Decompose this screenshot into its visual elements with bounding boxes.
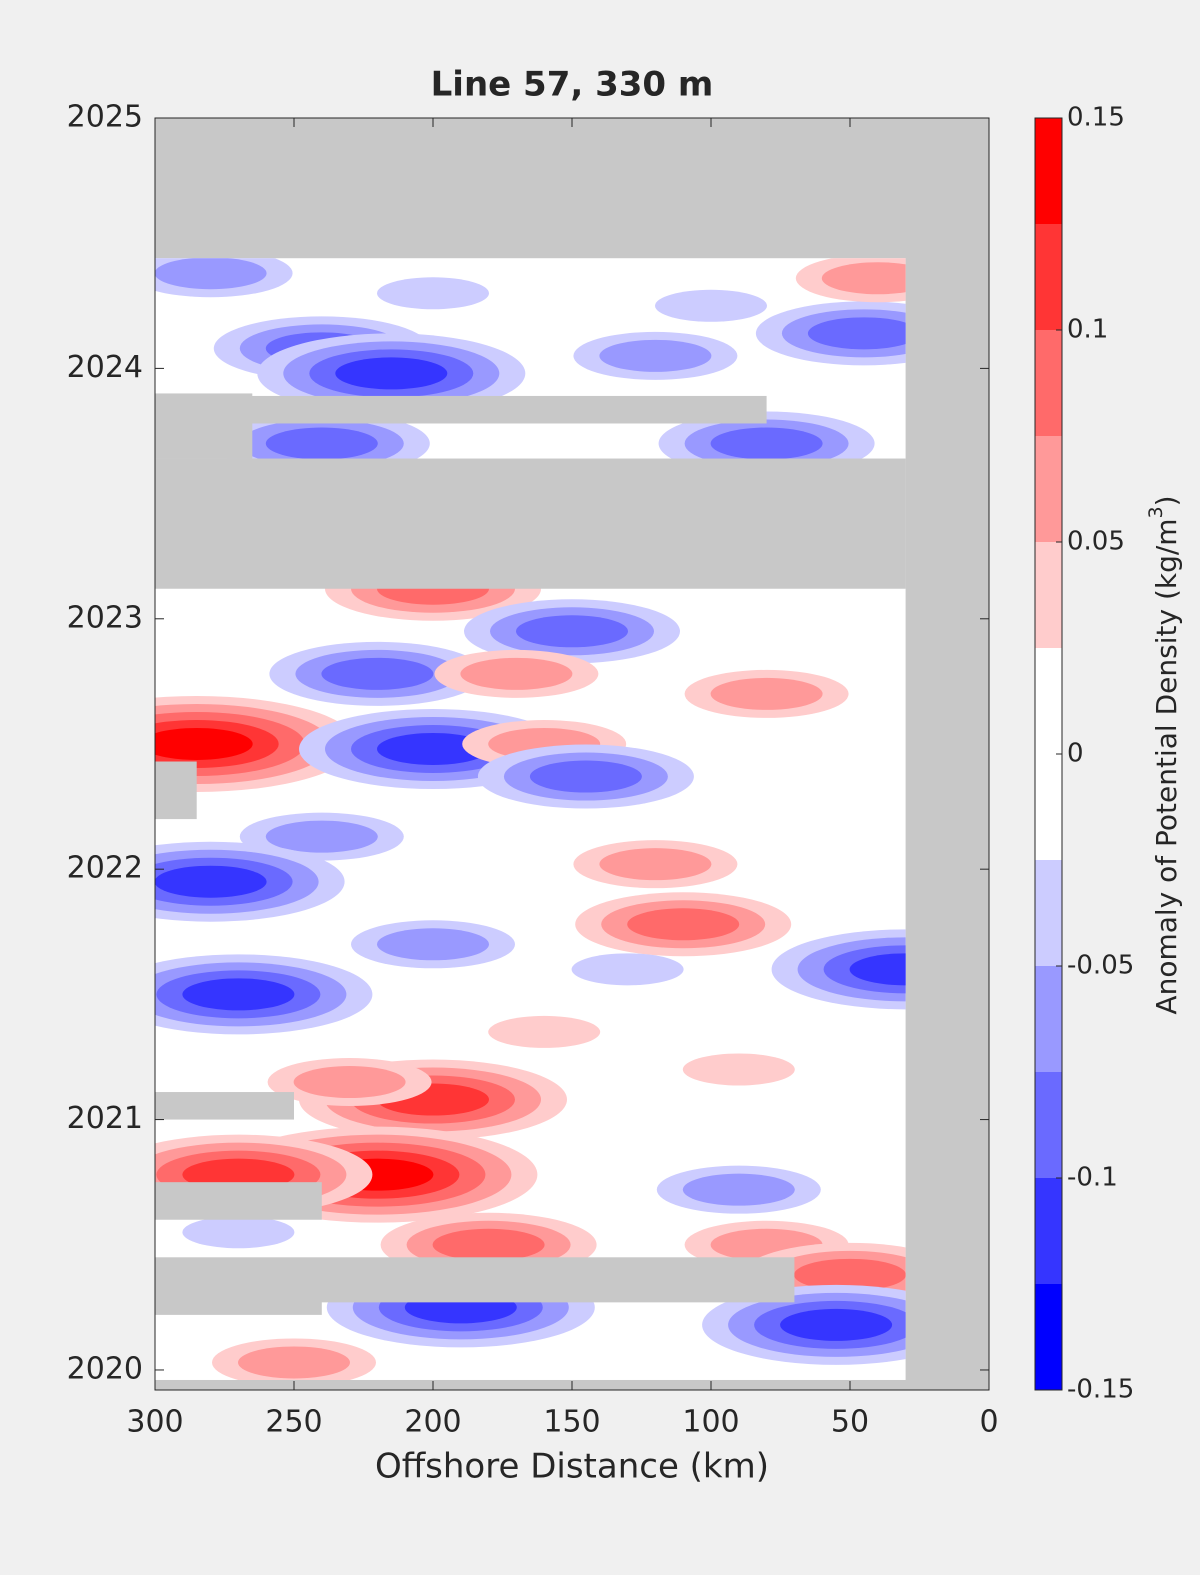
y-tick-label: 2024 — [67, 350, 143, 385]
colorbar-segment — [1035, 542, 1062, 649]
colorbar-segment — [1035, 118, 1062, 225]
x-tick-label: 0 — [979, 1405, 998, 1440]
colorbar-label-text: Anomaly of Potential Density (kg/m — [1150, 518, 1183, 1014]
colorbar-segment — [1035, 648, 1062, 755]
contour-level — [488, 1015, 601, 1048]
y-tick-label: 2025 — [67, 100, 143, 135]
contour-level — [265, 427, 378, 460]
contour-level — [321, 657, 434, 690]
colorbar-segment — [1035, 966, 1062, 1073]
contour-level — [460, 657, 573, 690]
no-data-gap — [155, 458, 906, 589]
x-tick-label: 200 — [404, 1405, 461, 1440]
colorbar-segment — [1035, 860, 1062, 967]
contour-level — [849, 953, 906, 986]
contour-level — [710, 427, 823, 460]
contour-level — [682, 1053, 795, 1086]
chart-title: Line 57, 330 m — [431, 65, 714, 105]
contour-level — [599, 848, 712, 881]
no-data-gap — [155, 395, 767, 424]
colorbar-label-sup: 3 — [1145, 506, 1167, 518]
contour-level — [377, 277, 489, 310]
colorbar-tick-label: 0.15 — [1067, 103, 1125, 133]
colorbar-segment — [1035, 224, 1062, 331]
colorbar-segment — [1035, 1284, 1062, 1391]
contour-level — [571, 953, 684, 986]
contour-level — [293, 1066, 406, 1099]
contour-level — [182, 978, 295, 1011]
contour-level — [377, 928, 489, 961]
no-data-gap — [155, 1092, 294, 1120]
contour-level — [335, 357, 448, 390]
contour-level — [807, 317, 906, 350]
colorbar-segment — [1035, 330, 1062, 437]
no-data-gap — [155, 1294, 322, 1315]
contour-level — [599, 339, 712, 372]
x-tick-label: 150 — [543, 1405, 600, 1440]
colorbar-tick-label: -0.1 — [1067, 1163, 1118, 1193]
colorbar-tick-label: -0.15 — [1067, 1375, 1134, 1405]
y-tick-label: 2022 — [67, 851, 143, 886]
contour-level — [432, 1228, 545, 1261]
contour-level — [655, 289, 767, 322]
y-tick-label: 2023 — [67, 600, 143, 635]
x-axis-label: Offshore Distance (km) — [375, 1447, 769, 1487]
contour-level — [265, 820, 378, 853]
no-data-gap — [155, 761, 197, 820]
no-data-gap — [155, 1182, 322, 1220]
colorbar-tick-label: 0.05 — [1067, 527, 1125, 557]
contour-level — [682, 1173, 795, 1206]
contour-level — [155, 727, 253, 760]
contour-level — [155, 865, 267, 898]
contour-level — [155, 258, 267, 290]
contour-level — [710, 677, 823, 710]
colorbar-label: Anomaly of Potential Density (kg/m3) — [1145, 495, 1184, 1014]
contour-level — [794, 1258, 906, 1291]
contour-level — [627, 908, 740, 941]
colorbar-tick-label: 0 — [1067, 739, 1084, 769]
colorbar-tick-label: 0.1 — [1067, 315, 1108, 345]
contour-level — [780, 1308, 893, 1341]
y-tick-label: 2020 — [67, 1351, 143, 1386]
x-tick-label: 250 — [265, 1405, 322, 1440]
colorbar-segment — [1035, 754, 1062, 861]
colorbar-segment — [1035, 1072, 1062, 1179]
contour-level — [529, 760, 642, 793]
y-tick-label: 2021 — [67, 1101, 143, 1136]
contour-level — [377, 732, 489, 765]
contour-level — [821, 262, 906, 295]
contour-level — [238, 1346, 350, 1379]
colorbar-label-end: ) — [1150, 495, 1183, 506]
contour-level — [182, 1216, 295, 1249]
colorbar-tick-label: -0.05 — [1067, 951, 1134, 981]
x-tick-label: 100 — [682, 1405, 739, 1440]
x-tick-label: 300 — [126, 1405, 183, 1440]
x-tick-label: 50 — [831, 1405, 869, 1440]
colorbar-segment — [1035, 436, 1062, 543]
colorbar-segment — [1035, 1178, 1062, 1285]
contour-level — [516, 615, 628, 648]
